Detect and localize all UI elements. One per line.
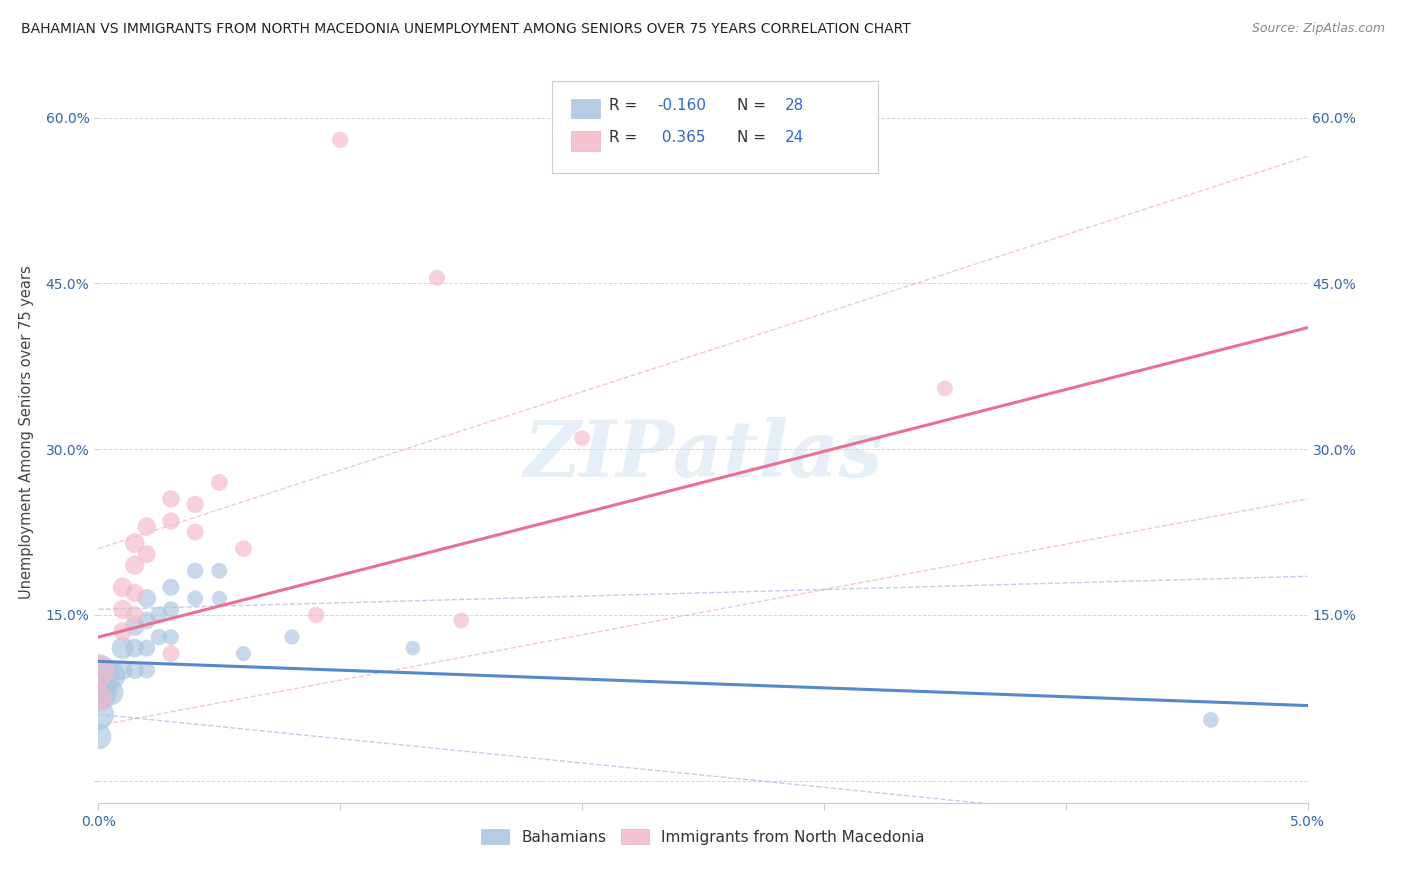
- Point: [160, 602, 183, 616]
- Point: [87, 730, 110, 744]
- Point: [87, 685, 110, 699]
- Point: [135, 641, 157, 656]
- Point: [184, 498, 207, 512]
- Point: [124, 558, 146, 573]
- Point: [135, 663, 157, 677]
- Point: [87, 707, 110, 722]
- Legend: Bahamians, Immigrants from North Macedonia: Bahamians, Immigrants from North Macedon…: [475, 822, 931, 851]
- Point: [148, 630, 170, 644]
- Text: -0.160: -0.160: [657, 98, 706, 113]
- Point: [124, 586, 146, 600]
- Point: [208, 564, 231, 578]
- Point: [160, 514, 183, 528]
- Point: [184, 524, 207, 539]
- Point: [571, 431, 593, 445]
- Point: [100, 669, 122, 683]
- Point: [1199, 713, 1222, 727]
- Point: [135, 591, 157, 606]
- Point: [160, 580, 183, 594]
- Point: [135, 614, 157, 628]
- FancyBboxPatch shape: [571, 131, 600, 151]
- Text: N =: N =: [737, 98, 770, 113]
- Text: Source: ZipAtlas.com: Source: ZipAtlas.com: [1251, 22, 1385, 36]
- Point: [148, 607, 170, 622]
- Point: [450, 614, 472, 628]
- Point: [124, 607, 146, 622]
- Point: [124, 536, 146, 550]
- Point: [160, 630, 183, 644]
- FancyBboxPatch shape: [551, 81, 879, 173]
- Point: [111, 663, 134, 677]
- Point: [329, 133, 352, 147]
- Point: [208, 591, 231, 606]
- Point: [426, 271, 449, 285]
- Text: 24: 24: [785, 130, 804, 145]
- Point: [208, 475, 231, 490]
- Text: 28: 28: [785, 98, 804, 113]
- Point: [87, 690, 110, 705]
- Point: [87, 669, 110, 683]
- Point: [934, 381, 956, 395]
- Point: [124, 641, 146, 656]
- Point: [111, 624, 134, 639]
- Text: BAHAMIAN VS IMMIGRANTS FROM NORTH MACEDONIA UNEMPLOYMENT AMONG SENIORS OVER 75 Y: BAHAMIAN VS IMMIGRANTS FROM NORTH MACEDO…: [21, 22, 911, 37]
- Point: [232, 647, 254, 661]
- Point: [184, 564, 207, 578]
- Point: [281, 630, 304, 644]
- Text: N =: N =: [737, 130, 770, 145]
- Point: [160, 647, 183, 661]
- Text: R =: R =: [609, 98, 641, 113]
- Text: 0.365: 0.365: [657, 130, 706, 145]
- Point: [100, 685, 122, 699]
- Point: [124, 663, 146, 677]
- FancyBboxPatch shape: [571, 99, 600, 118]
- Text: ZIPatlas: ZIPatlas: [523, 417, 883, 493]
- Point: [111, 641, 134, 656]
- Point: [184, 591, 207, 606]
- Point: [232, 541, 254, 556]
- Point: [111, 580, 134, 594]
- Point: [160, 491, 183, 506]
- Point: [402, 641, 425, 656]
- Point: [111, 602, 134, 616]
- Point: [135, 547, 157, 561]
- Point: [305, 607, 328, 622]
- Point: [135, 519, 157, 533]
- Point: [87, 663, 110, 677]
- Point: [124, 619, 146, 633]
- Y-axis label: Unemployment Among Seniors over 75 years: Unemployment Among Seniors over 75 years: [20, 266, 34, 599]
- Text: R =: R =: [609, 130, 641, 145]
